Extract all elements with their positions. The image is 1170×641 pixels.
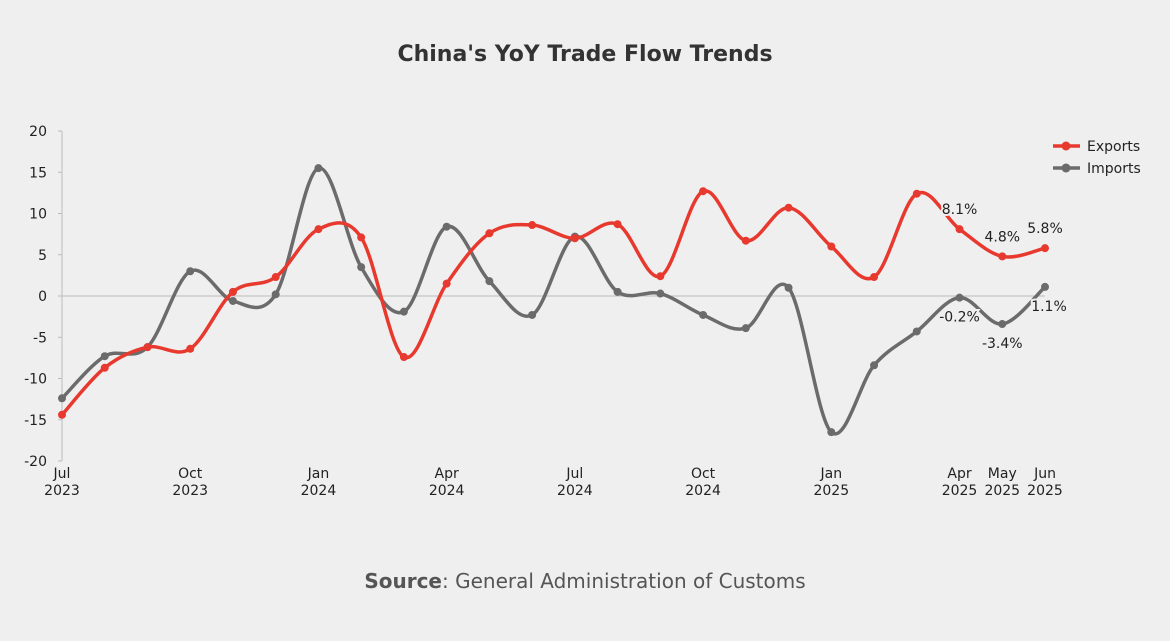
data-label: -0.2% [939, 310, 980, 326]
data-point-imports [442, 222, 451, 231]
data-point-exports [399, 353, 408, 362]
data-point-imports [1041, 282, 1049, 291]
data-point-exports [442, 279, 451, 288]
data-point-imports [827, 428, 836, 437]
data-point-exports [314, 225, 323, 234]
data-point-imports [314, 164, 323, 173]
data-label: 4.8% [984, 229, 1020, 245]
y-tick-label: -15 [24, 413, 47, 429]
data-point-imports [485, 277, 494, 286]
x-tick-label-year: 2024 [685, 483, 721, 499]
x-tick-label-month: Jul [565, 466, 583, 482]
y-tick-label: 10 [29, 207, 47, 223]
x-tick-label-year: 2025 [942, 483, 978, 499]
data-point-imports [399, 307, 408, 316]
data-point-exports [784, 203, 793, 212]
data-point-exports [357, 233, 366, 242]
data-point-imports [613, 287, 622, 296]
y-tick-label: -20 [24, 454, 47, 470]
data-point-exports [998, 252, 1007, 261]
chart-title: China's YoY Trade Flow Trends [397, 42, 773, 67]
data-point-exports [570, 234, 579, 243]
data-point-imports [528, 310, 537, 319]
legend-label: Imports [1087, 161, 1141, 177]
x-tick-label-year: 2024 [429, 483, 465, 499]
data-label: 1.1% [1031, 299, 1067, 315]
data-label: 8.1% [942, 202, 978, 218]
data-point-exports [228, 287, 237, 296]
x-tick-label-month: Jan [820, 466, 843, 482]
data-point-imports [656, 289, 665, 298]
y-tick-label: 5 [38, 248, 47, 264]
data-point-imports [912, 327, 921, 336]
data-point-imports [741, 324, 750, 333]
data-point-exports [613, 220, 622, 229]
data-point-exports [143, 343, 152, 352]
source-text: : General Administration of Customs [442, 569, 806, 593]
source-note: Source: General Administration of Custom… [0, 569, 1170, 593]
x-tick-label-year: 2025 [813, 483, 849, 499]
data-label: 5.8% [1027, 221, 1063, 237]
data-point-imports [784, 283, 793, 292]
data-point-imports [228, 296, 237, 305]
legend-swatch-marker [1061, 141, 1071, 151]
data-point-exports [827, 242, 836, 251]
legend-swatch-marker [1061, 163, 1071, 173]
data-point-exports [528, 221, 537, 230]
data-point-exports [912, 189, 921, 198]
x-tick-label-month: Oct [691, 466, 716, 482]
x-tick-label-month: May [988, 466, 1017, 482]
y-tick-label: 15 [29, 165, 47, 181]
data-point-exports [656, 272, 665, 281]
y-tick-label: 20 [29, 124, 47, 140]
data-point-imports [357, 263, 366, 272]
data-point-exports [58, 410, 66, 419]
data-point-exports [699, 187, 708, 196]
x-tick-label-month: Jul [53, 466, 71, 482]
x-tick-label-year: 2024 [557, 483, 593, 499]
data-point-exports [870, 273, 879, 282]
series-line-exports [60, 189, 1046, 416]
legend-label: Exports [1087, 139, 1140, 155]
x-tick-label-month: Apr [435, 466, 459, 482]
data-label: -3.4% [982, 336, 1023, 352]
data-point-exports [271, 273, 280, 282]
x-tick-label-month: Jan [307, 466, 330, 482]
data-point-imports [271, 290, 280, 299]
data-point-exports [485, 229, 494, 238]
data-point-exports [741, 236, 750, 245]
data-point-exports [186, 344, 195, 353]
data-point-imports [699, 310, 708, 319]
data-point-exports [100, 363, 109, 372]
x-tick-label-month: Oct [178, 466, 203, 482]
data-point-imports [186, 267, 195, 276]
data-point-exports [1041, 244, 1049, 253]
y-tick-label: -10 [24, 372, 47, 388]
data-point-imports [955, 293, 964, 302]
x-tick-label-year: 2025 [1027, 483, 1063, 499]
data-point-exports [955, 225, 964, 234]
data-point-imports [870, 361, 879, 370]
x-tick-label-year: 2024 [301, 483, 337, 499]
x-tick-label-month: Jun [1033, 466, 1056, 482]
x-tick-label-year: 2023 [44, 483, 80, 499]
y-tick-label: -5 [33, 330, 47, 346]
x-tick-label-year: 2023 [172, 483, 208, 499]
x-tick-label-year: 2025 [984, 483, 1020, 499]
data-point-imports [998, 320, 1007, 329]
data-point-imports [100, 352, 109, 361]
series-line-imports [60, 166, 1047, 436]
x-tick-label-month: Apr [947, 466, 971, 482]
data-point-imports [58, 394, 66, 403]
y-tick-label: 0 [38, 289, 47, 305]
source-label: Source [364, 569, 442, 593]
